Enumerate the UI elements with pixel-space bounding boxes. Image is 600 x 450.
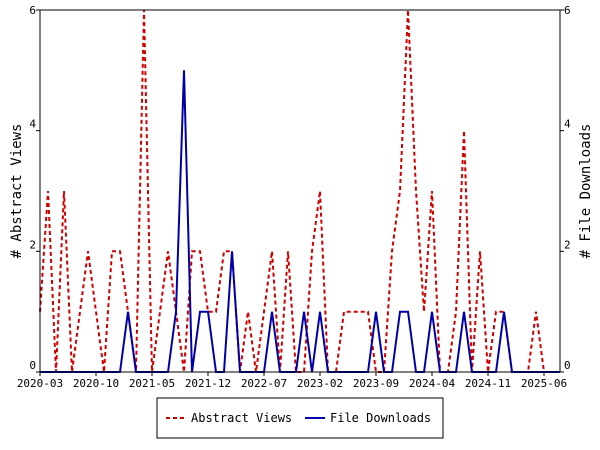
x-tick-label: 2024-11 — [465, 377, 511, 390]
left-axis-title: # Abstract Views — [9, 124, 25, 259]
x-tick-label: 2021-05 — [129, 377, 175, 390]
right-tick-label: 6 — [564, 4, 571, 17]
legend-label-file-downloads: File Downloads — [330, 411, 431, 425]
legend-box — [156, 397, 444, 439]
legend-label-abstract-views: Abstract Views — [191, 411, 292, 425]
right-tick-label: 2 — [564, 238, 571, 251]
x-tick-label: 2023-02 — [297, 377, 343, 390]
x-tick-label: 2024-04 — [409, 377, 456, 390]
left-axis: 0 2 4 6 — [29, 4, 40, 373]
x-tick-label: 2020-10 — [73, 377, 119, 390]
left-tick-label: 6 — [29, 4, 36, 17]
right-axis-title: # File Downloads — [578, 124, 594, 259]
plot-background — [40, 10, 560, 372]
right-tick-label: 4 — [564, 118, 571, 131]
right-tick-label: 0 — [564, 359, 571, 372]
left-tick-label: 2 — [29, 238, 36, 251]
legend: Abstract Views File Downloads — [156, 397, 444, 439]
x-tick-label: 2021-12 — [185, 377, 231, 390]
left-tick-label: 0 — [29, 359, 36, 372]
x-tick-label: 2023-09 — [353, 377, 399, 390]
left-tick-label: 4 — [29, 118, 36, 131]
x-tick-label: 2020-03 — [17, 377, 63, 390]
x-tick-label: 2022-07 — [241, 377, 287, 390]
right-axis: 0 2 4 6 — [560, 4, 571, 373]
plot-frame — [39, 9, 561, 373]
x-axis: 2020-03 2020-10 2021-05 2021-12 2022-07 2023-… — [17, 372, 567, 390]
x-tick-label: 2025-06 — [521, 377, 567, 390]
